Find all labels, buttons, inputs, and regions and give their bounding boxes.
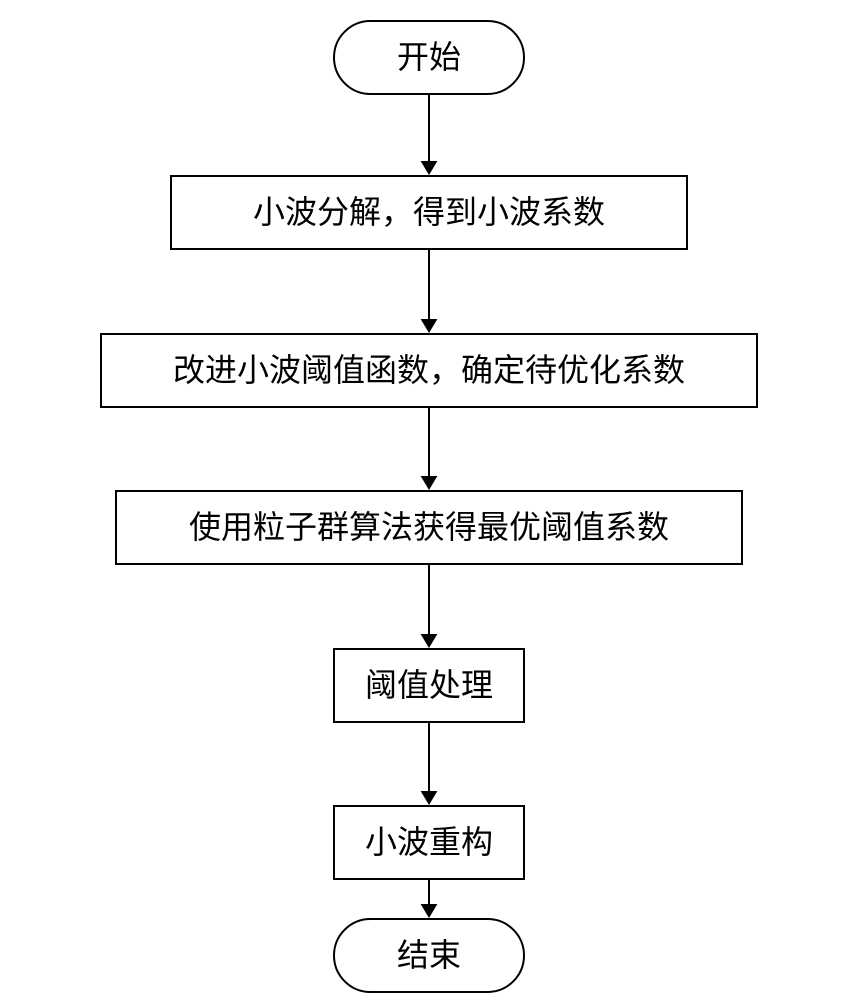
- flowchart-node-step3: 使用粒子群算法获得最优阈值系数: [115, 490, 743, 565]
- flowchart-node-label: 小波重构: [365, 823, 493, 861]
- flowchart-node-step5: 小波重构: [333, 805, 525, 880]
- flowchart-node-end: 结束: [333, 918, 525, 993]
- flowchart-node-label: 开始: [397, 38, 461, 76]
- flowchart-node-step2: 改进小波阈值函数，确定待优化系数: [100, 333, 758, 408]
- flowchart-node-label: 使用粒子群算法获得最优阈值系数: [189, 508, 669, 546]
- flowchart-canvas: 开始小波分解，得到小波系数改进小波阈值函数，确定待优化系数使用粒子群算法获得最优…: [0, 0, 858, 1000]
- flowchart-node-step1: 小波分解，得到小波系数: [170, 175, 688, 250]
- flowchart-node-start: 开始: [333, 20, 525, 95]
- flowchart-node-label: 改进小波阈值函数，确定待优化系数: [173, 351, 685, 389]
- flowchart-node-label: 阈值处理: [365, 666, 493, 704]
- flowchart-node-label: 结束: [397, 936, 461, 974]
- flowchart-node-step4: 阈值处理: [333, 648, 525, 723]
- flowchart-node-label: 小波分解，得到小波系数: [253, 193, 605, 231]
